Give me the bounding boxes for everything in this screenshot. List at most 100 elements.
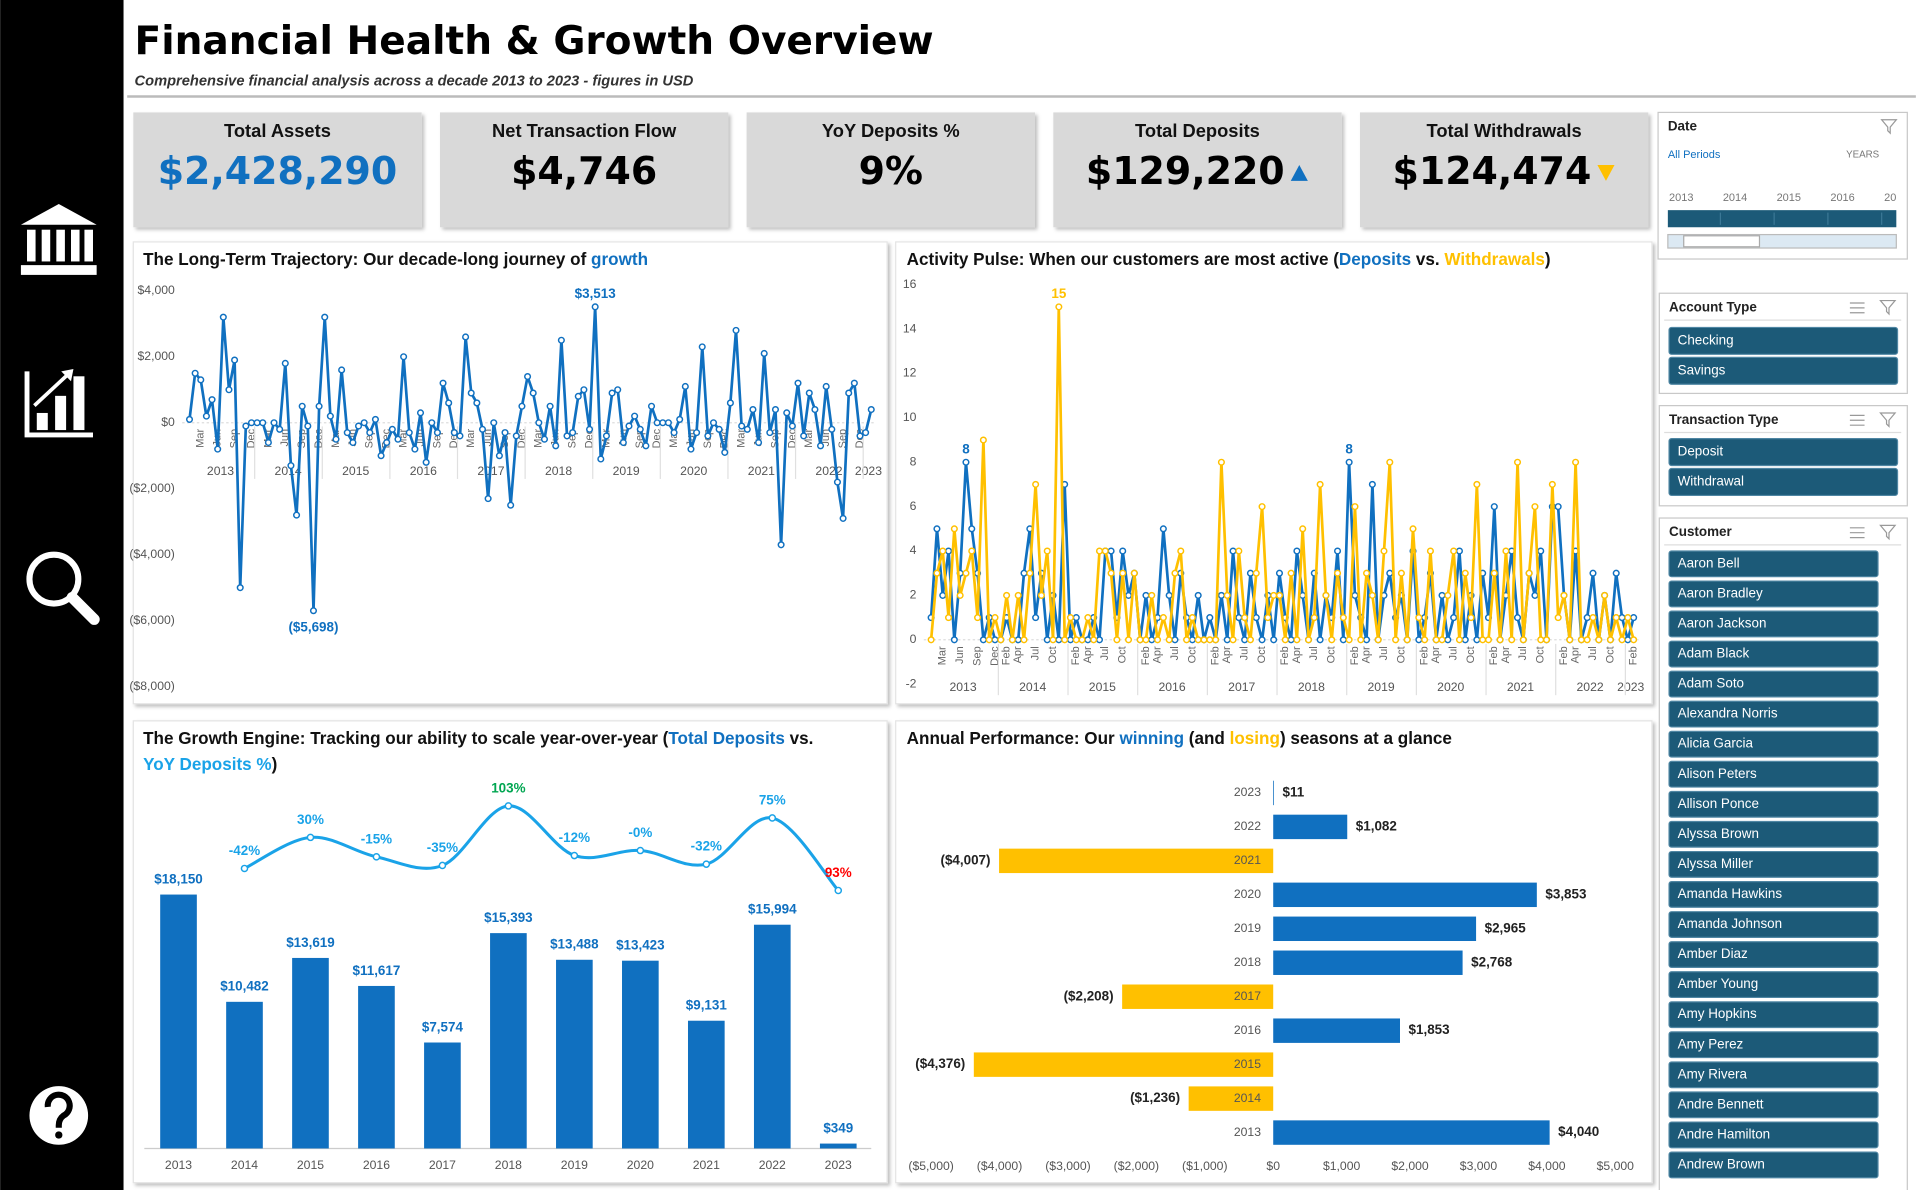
slicer-item-label[interactable]: Deposit <box>1678 444 1724 459</box>
slicer-item[interactable] <box>1668 971 1879 999</box>
slicer-item-label[interactable]: Alison Peters <box>1678 766 1757 781</box>
point <box>631 412 639 420</box>
slicer-item-label[interactable]: Andrew Brown <box>1678 1157 1765 1172</box>
slicer-item[interactable] <box>1668 580 1879 608</box>
slicer-item[interactable] <box>1668 1151 1879 1179</box>
slicer-item[interactable] <box>1668 438 1899 467</box>
point <box>642 442 650 450</box>
period-label[interactable]: All Periods <box>1668 149 1721 161</box>
slicer-item[interactable] <box>1668 550 1879 578</box>
point <box>518 402 526 410</box>
slicer-item-label[interactable]: Amy Rivera <box>1678 1066 1748 1081</box>
point <box>529 389 537 397</box>
point <box>1049 636 1057 644</box>
bar <box>1273 950 1463 975</box>
slicer-item[interactable] <box>1668 700 1879 728</box>
point <box>546 402 554 410</box>
slicer-item-label[interactable]: Amanda Hawkins <box>1678 886 1783 901</box>
point <box>1357 636 1365 644</box>
slicer-item-label[interactable]: Amber Diaz <box>1678 946 1748 961</box>
slicer-item-label[interactable]: Checking <box>1678 332 1734 347</box>
y-tick-label: 2013 <box>1234 1125 1261 1139</box>
point <box>1380 547 1388 555</box>
slicer-item-label[interactable]: Aaron Bell <box>1678 555 1740 570</box>
point <box>1252 569 1260 577</box>
point <box>1304 636 1313 644</box>
point <box>1223 591 1231 599</box>
filter-icons[interactable] <box>1849 119 1898 541</box>
report-icon[interactable] <box>24 368 93 438</box>
slicer-item[interactable] <box>1668 670 1879 698</box>
slicer-item[interactable] <box>1668 356 1899 385</box>
x-tick-label: Jul <box>1099 646 1111 660</box>
slicer-item-label[interactable]: Amber Young <box>1678 976 1759 991</box>
slicer-item[interactable] <box>1668 881 1879 908</box>
slicer-item[interactable] <box>1668 1001 1879 1029</box>
kpi-label: Total Assets <box>224 120 331 141</box>
point <box>822 382 830 390</box>
point <box>1316 636 1324 644</box>
slicer-item-label[interactable]: Amy Perez <box>1678 1036 1744 1051</box>
slicer-item[interactable] <box>1668 610 1879 638</box>
slicer-item-label[interactable]: Adam Soto <box>1678 676 1744 691</box>
point <box>1101 547 1109 555</box>
point <box>1513 614 1522 622</box>
slicer-item[interactable] <box>1668 790 1879 818</box>
slicer-item[interactable] <box>1668 941 1879 969</box>
point <box>664 419 672 427</box>
x-group-label: 2018 <box>545 464 572 478</box>
point <box>332 435 340 443</box>
help-icon[interactable] <box>29 1086 89 1145</box>
slicer-item-label[interactable]: Alicia Garcia <box>1678 736 1754 751</box>
slicer-item[interactable] <box>1668 730 1879 758</box>
slicer-item-label[interactable]: Alexandra Norris <box>1678 706 1778 721</box>
slicer-item-label[interactable]: Aaron Bradley <box>1678 585 1763 600</box>
slicer-item-label[interactable]: Andre Hamilton <box>1678 1126 1771 1141</box>
slicer-item[interactable] <box>1668 1091 1879 1119</box>
slicer-item[interactable] <box>1668 1031 1879 1059</box>
slicer-item-label[interactable]: Savings <box>1678 362 1726 377</box>
slicer-item[interactable] <box>1668 326 1899 355</box>
level-label[interactable]: YEARS <box>1846 150 1880 161</box>
slicer-item-label[interactable]: Withdrawal <box>1678 474 1744 489</box>
slicer-item[interactable] <box>1668 820 1879 848</box>
slicer-item-label[interactable]: Adam Black <box>1678 646 1750 661</box>
point <box>1572 458 1580 466</box>
point <box>416 409 425 417</box>
slicer-item-label[interactable]: Alyssa Miller <box>1678 856 1754 871</box>
point <box>862 429 870 437</box>
slicer-item-label[interactable]: Allison Ponce <box>1678 796 1759 811</box>
point <box>1345 458 1353 466</box>
bank-icon[interactable] <box>20 204 97 275</box>
slicer-item-label[interactable]: Amanda Johnson <box>1678 916 1782 931</box>
point <box>1142 591 1150 599</box>
slicer-item[interactable] <box>1668 760 1879 788</box>
slicer-item-label[interactable]: Andre Bennett <box>1678 1096 1764 1111</box>
point <box>1339 636 1347 644</box>
x-tick-label: ($4,000) <box>977 1159 1022 1173</box>
kpi-card <box>746 112 1035 228</box>
slicer-item[interactable] <box>1668 640 1879 668</box>
point <box>944 547 953 555</box>
point <box>709 419 718 427</box>
x-group-label: 2015 <box>1089 680 1116 694</box>
slicer-item-label[interactable]: Aaron Jackson <box>1678 616 1767 631</box>
search-icon[interactable] <box>26 551 100 625</box>
x-tick-label: $3,000 <box>1460 1159 1498 1173</box>
slicer-item[interactable] <box>1668 1061 1879 1089</box>
scroll-thumb[interactable] <box>1683 235 1761 248</box>
point <box>1107 569 1115 577</box>
bar <box>1273 814 1348 840</box>
slicer-item[interactable] <box>1668 911 1879 938</box>
x-tick-label: Feb <box>1349 646 1361 665</box>
slicer-item[interactable] <box>1668 850 1879 878</box>
slicer-item[interactable] <box>1668 467 1899 497</box>
data-label: 75% <box>759 792 786 807</box>
timeline-bar[interactable] <box>1667 210 1897 228</box>
point <box>321 313 329 321</box>
slicer-item-label[interactable]: Amy Hopkins <box>1678 1006 1757 1021</box>
point <box>1275 591 1284 599</box>
point <box>1461 636 1469 644</box>
slicer-item-label[interactable]: Alyssa Brown <box>1678 826 1759 841</box>
slicer-item[interactable] <box>1668 1121 1879 1149</box>
